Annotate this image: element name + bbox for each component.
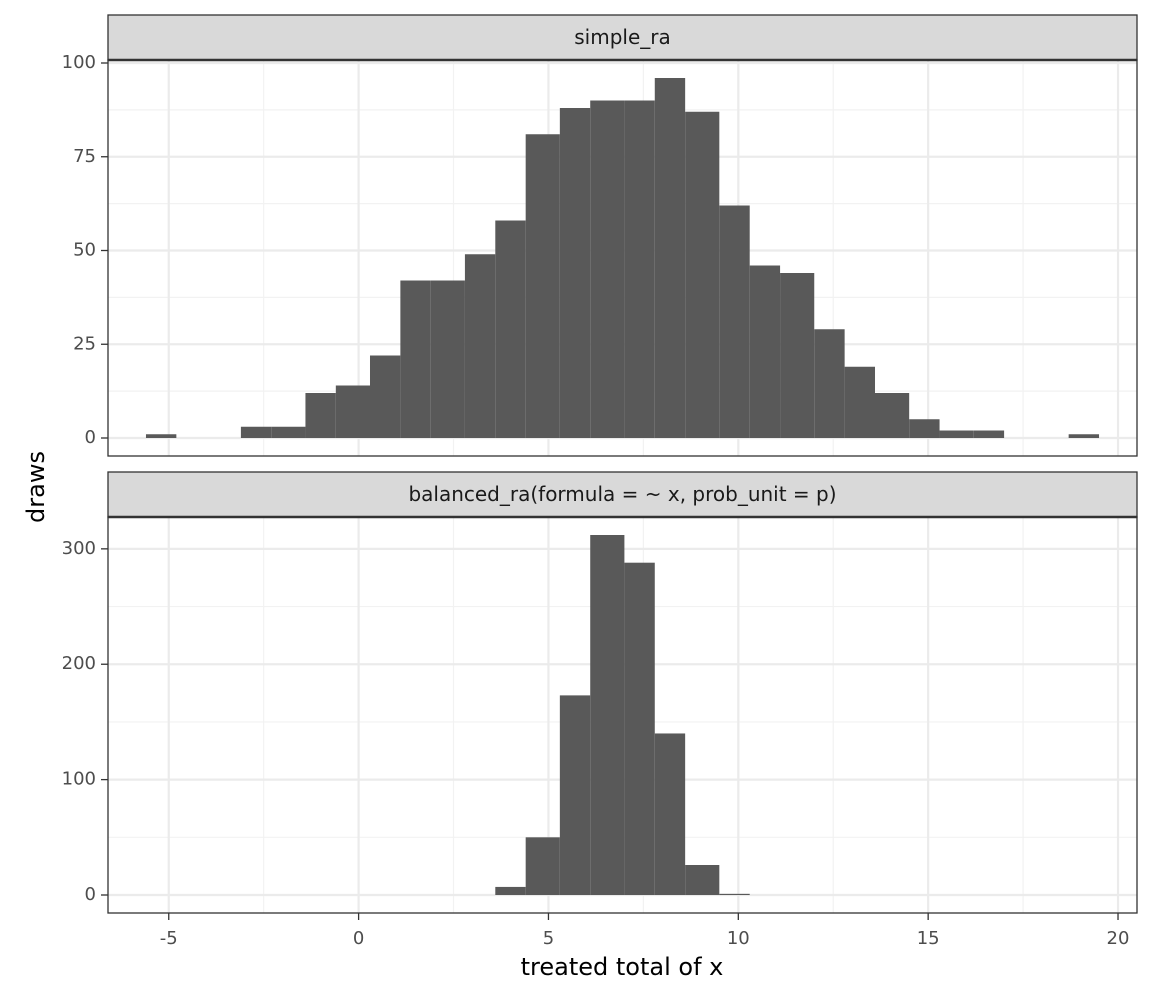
y-tick-label: 300 (62, 538, 96, 559)
facet-strip-label: simple_ra (574, 25, 671, 49)
histogram-bar (685, 865, 720, 895)
histogram-bar (719, 893, 750, 895)
histogram-bar (654, 733, 686, 895)
histogram-bar (369, 355, 401, 438)
histogram-bar (624, 100, 655, 438)
y-tick-label: 100 (62, 52, 96, 73)
histogram-bar (780, 273, 815, 438)
histogram-bar (400, 280, 431, 438)
histogram-bar (875, 393, 910, 438)
x-tick-label: 5 (543, 928, 554, 949)
x-tick-label: 20 (1107, 928, 1130, 949)
panels-group: simple_ra 0 25 50 75 100 balanced_ra(formula =… (62, 14, 1138, 914)
panel-1: simple_ra 0 25 50 75 100 (62, 14, 1138, 457)
facet-strip (107, 471, 1138, 518)
panel-2: balanced_ra(formula = ~ x, prob_unit = p… (62, 471, 1138, 914)
histogram-bar (525, 134, 560, 438)
histogram-bar (240, 426, 272, 438)
histogram-bar (525, 837, 560, 895)
histogram-bar (590, 535, 625, 895)
histogram-bar (145, 434, 177, 438)
histogram-bar (654, 78, 686, 438)
histogram-bar (939, 430, 974, 438)
y-tick-label: 25 (73, 333, 96, 354)
facet-strip-label: balanced_ra(formula = ~ x, prob_unit = p… (408, 482, 836, 506)
histogram-bar (305, 393, 336, 438)
histogram-bar (590, 100, 625, 438)
histogram-bar (495, 220, 526, 438)
y-tick-label: 0 (85, 427, 96, 448)
histogram-bar (814, 329, 845, 438)
x-tick-label: 0 (353, 928, 364, 949)
y-tick-label: 50 (73, 240, 96, 261)
histogram-bar (464, 254, 496, 438)
y-tick-label: 75 (73, 146, 96, 167)
histogram-bar (1068, 434, 1100, 438)
y-tick-label: 200 (62, 653, 96, 674)
histogram-bar (495, 886, 526, 895)
histogram-bar (335, 385, 370, 438)
x-tick-label: 15 (917, 928, 940, 949)
y-tick-label: 100 (62, 769, 96, 790)
histogram-bar (685, 111, 720, 438)
y-axis-title: draws (22, 451, 50, 523)
histogram-bar (844, 366, 876, 438)
x-tick-label: -5 (160, 928, 178, 949)
y-tick-label: 0 (85, 884, 96, 905)
histogram-bar (749, 265, 781, 438)
x-axis: -5 0 5 10 15 20 (160, 913, 1130, 949)
histogram-bar (719, 205, 750, 438)
histogram-bar (624, 562, 655, 895)
facet-strip (107, 14, 1138, 61)
histogram-bar (909, 419, 940, 438)
x-axis-title: treated total of x (521, 953, 724, 981)
histogram-bar (430, 280, 465, 438)
histogram-bar (973, 430, 1005, 438)
histogram-bar (559, 695, 591, 895)
histogram-bar (559, 108, 591, 438)
x-tick-label: 10 (727, 928, 750, 949)
histogram-bar (271, 426, 306, 438)
